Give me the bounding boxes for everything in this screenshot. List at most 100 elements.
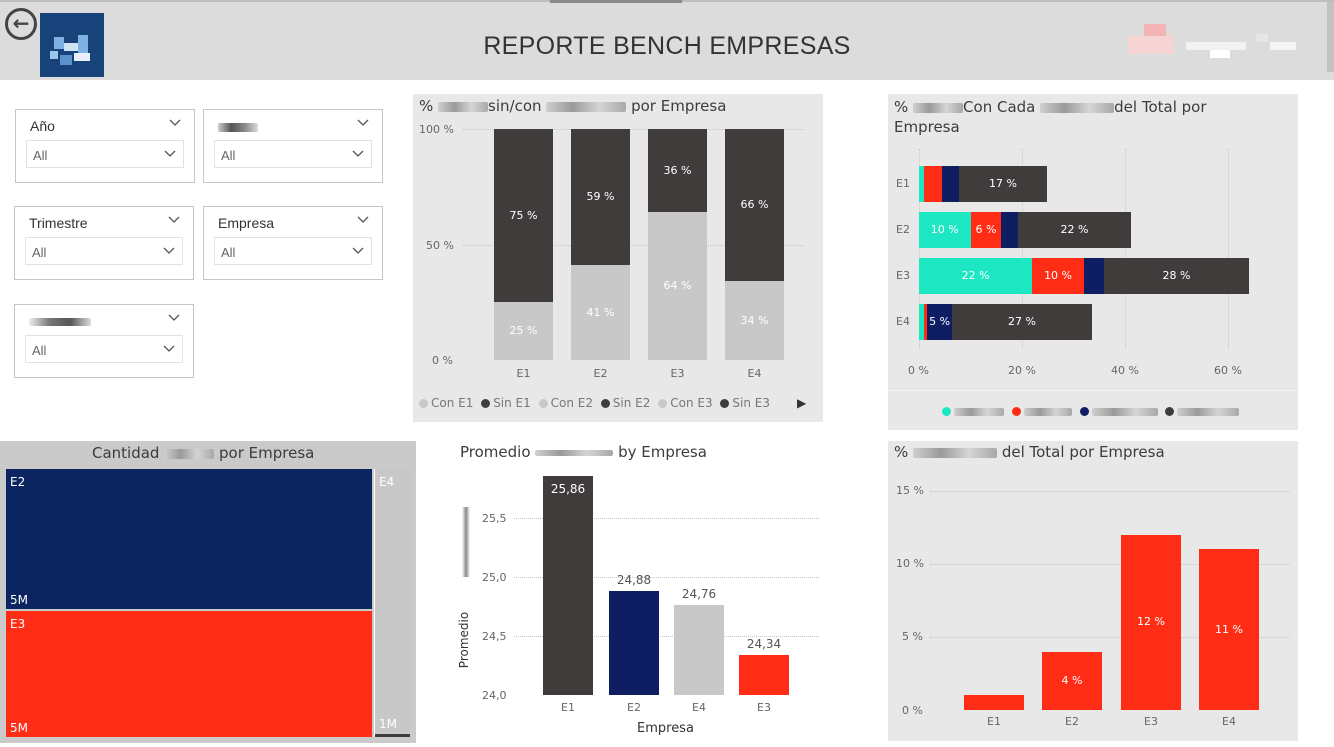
gridline: [930, 637, 1290, 638]
treemap-chart[interactable]: Cantidad por Empresa E2 5M E3 5M E4 1M: [0, 441, 416, 743]
bar: [1121, 534, 1181, 710]
company-logo: [40, 13, 104, 77]
data-label: 27 %: [1008, 315, 1036, 328]
chart-legend: [942, 404, 1243, 418]
legend-item: Con E2: [538, 396, 593, 410]
slicer-redacted-1[interactable]: All: [203, 109, 383, 183]
y-tick-label: 0 %: [902, 704, 923, 717]
gridline: [1228, 149, 1229, 349]
x-tick-label: 60 %: [1214, 364, 1242, 377]
data-label: 59 %: [586, 190, 615, 204]
gridline: [1125, 149, 1126, 349]
treemap-cell-e3[interactable]: E3 5M: [6, 611, 372, 737]
treemap-cell-e4[interactable]: E4 1M: [374, 469, 410, 737]
y-tick-label: E1: [896, 177, 910, 190]
bar-segment: [725, 281, 784, 360]
data-label: 4 %: [1061, 673, 1083, 687]
bar-segment: [648, 212, 707, 360]
data-label: 36 %: [663, 163, 692, 177]
slicer-redacted-2[interactable]: All: [14, 304, 194, 378]
y-tick-label: 50 %: [426, 239, 454, 252]
x-tick-label: 40 %: [1111, 364, 1139, 377]
chevron-right-icon[interactable]: ▶: [797, 396, 807, 410]
chevron-down-icon[interactable]: [162, 244, 176, 258]
y-tick-label: 10 %: [896, 557, 924, 570]
data-label: 75 %: [509, 208, 538, 222]
slicer-dropdown[interactable]: All: [25, 335, 183, 363]
y-tick-label: E3: [896, 269, 910, 282]
bar-segment: [494, 302, 553, 360]
page-title: REPORTE BENCH EMPRESAS: [483, 32, 851, 60]
slicer-dropdown[interactable]: All: [214, 237, 372, 265]
stacked-percent-chart[interactable]: % sin/con por Empresa 100 % 50 % 0 % 25 …: [413, 94, 823, 422]
y-tick-label: E2: [896, 223, 910, 236]
bar-segment: [926, 304, 953, 340]
slicer-dropdown[interactable]: All: [26, 140, 184, 168]
data-label: 66 %: [740, 198, 769, 212]
gridline: [463, 244, 803, 246]
header-brand-image: [1120, 24, 1300, 60]
bar-segment: [494, 129, 553, 303]
chevron-down-icon[interactable]: [351, 244, 365, 258]
bar: [1042, 651, 1102, 710]
vertical-scrollbar[interactable]: [1327, 2, 1334, 72]
percent-bar-chart[interactable]: % del Total por Empresa 15 % 10 % 5 % 0 …: [888, 441, 1298, 741]
chevron-down-icon[interactable]: [356, 116, 370, 130]
chevron-down-icon[interactable]: [162, 342, 176, 356]
treemap-cell-value: 5M: [10, 721, 28, 735]
chevron-down-icon[interactable]: [356, 213, 370, 227]
bar-segment: [571, 129, 630, 266]
bar-segment: [924, 166, 943, 202]
bar-segment: [725, 129, 784, 282]
bar: [674, 605, 724, 695]
chart-legend: Con E1 Sin E1 Con E2 Sin E2 Con E3 Sin E…: [419, 396, 774, 410]
slicer-dropdown[interactable]: All: [25, 237, 183, 265]
chart-title: Promedio by Empresa: [460, 443, 707, 461]
slicer-value: All: [32, 343, 47, 358]
y-axis-title: Promedio: [457, 611, 472, 669]
chevron-down-icon[interactable]: [167, 311, 181, 325]
legend-item: [1165, 404, 1240, 418]
bar-segment: [1083, 258, 1105, 294]
bar-segment: [919, 304, 925, 340]
x-tick-label: E4: [1222, 715, 1236, 728]
bar-segment: [924, 304, 927, 340]
slicer-empresa[interactable]: Empresa All: [203, 206, 383, 280]
treemap-cell-value: 1M: [379, 717, 397, 731]
back-arrow-icon[interactable]: ←: [5, 8, 37, 40]
x-axis-title: Empresa: [637, 721, 694, 736]
treemap-cell-e2[interactable]: E2 5M: [6, 469, 372, 609]
chevron-down-icon[interactable]: [351, 147, 365, 161]
bar-segment: [970, 212, 1002, 248]
bar: [609, 591, 659, 695]
y-tick-label: 0 %: [432, 354, 453, 367]
bar-segment: [942, 166, 960, 202]
x-tick-label: E1: [987, 715, 1001, 728]
bar-segment: [1104, 258, 1249, 294]
legend-item: Sin E3: [720, 396, 770, 410]
data-label: 12 %: [1137, 615, 1165, 629]
chevron-down-icon[interactable]: [163, 147, 177, 161]
horizontal-stacked-chart[interactable]: % Con Cada del Total por Empresa E1 17 % E…: [888, 94, 1298, 430]
average-bar-chart[interactable]: Promedio by Empresa Promedio 25,5 25,0 2…: [454, 441, 824, 741]
bar-segment: [919, 166, 925, 202]
y-tick-label: 24,5: [482, 630, 507, 643]
bar: [543, 475, 593, 695]
slicer-ano[interactable]: Año All: [15, 109, 195, 183]
chevron-down-icon[interactable]: [167, 213, 181, 227]
chart-title: % Con Cada del Total por Empresa: [894, 98, 1207, 136]
data-label: 25,86: [550, 481, 586, 496]
x-tick-label: E3: [1144, 715, 1158, 728]
x-tick-label: E4: [747, 367, 762, 380]
slicer-trimestre[interactable]: Trimestre All: [14, 206, 194, 280]
x-tick-label: E2: [1065, 715, 1079, 728]
slicer-dropdown[interactable]: All: [214, 140, 372, 168]
bar-segment: [571, 265, 630, 360]
data-label: 24,88: [616, 573, 652, 588]
data-label: 41 %: [586, 305, 615, 319]
chevron-down-icon[interactable]: [168, 116, 182, 130]
bar-segment: [952, 304, 1092, 340]
slicer-value: All: [33, 148, 48, 163]
legend-item: Con E1: [419, 396, 473, 410]
gridline: [463, 129, 803, 130]
